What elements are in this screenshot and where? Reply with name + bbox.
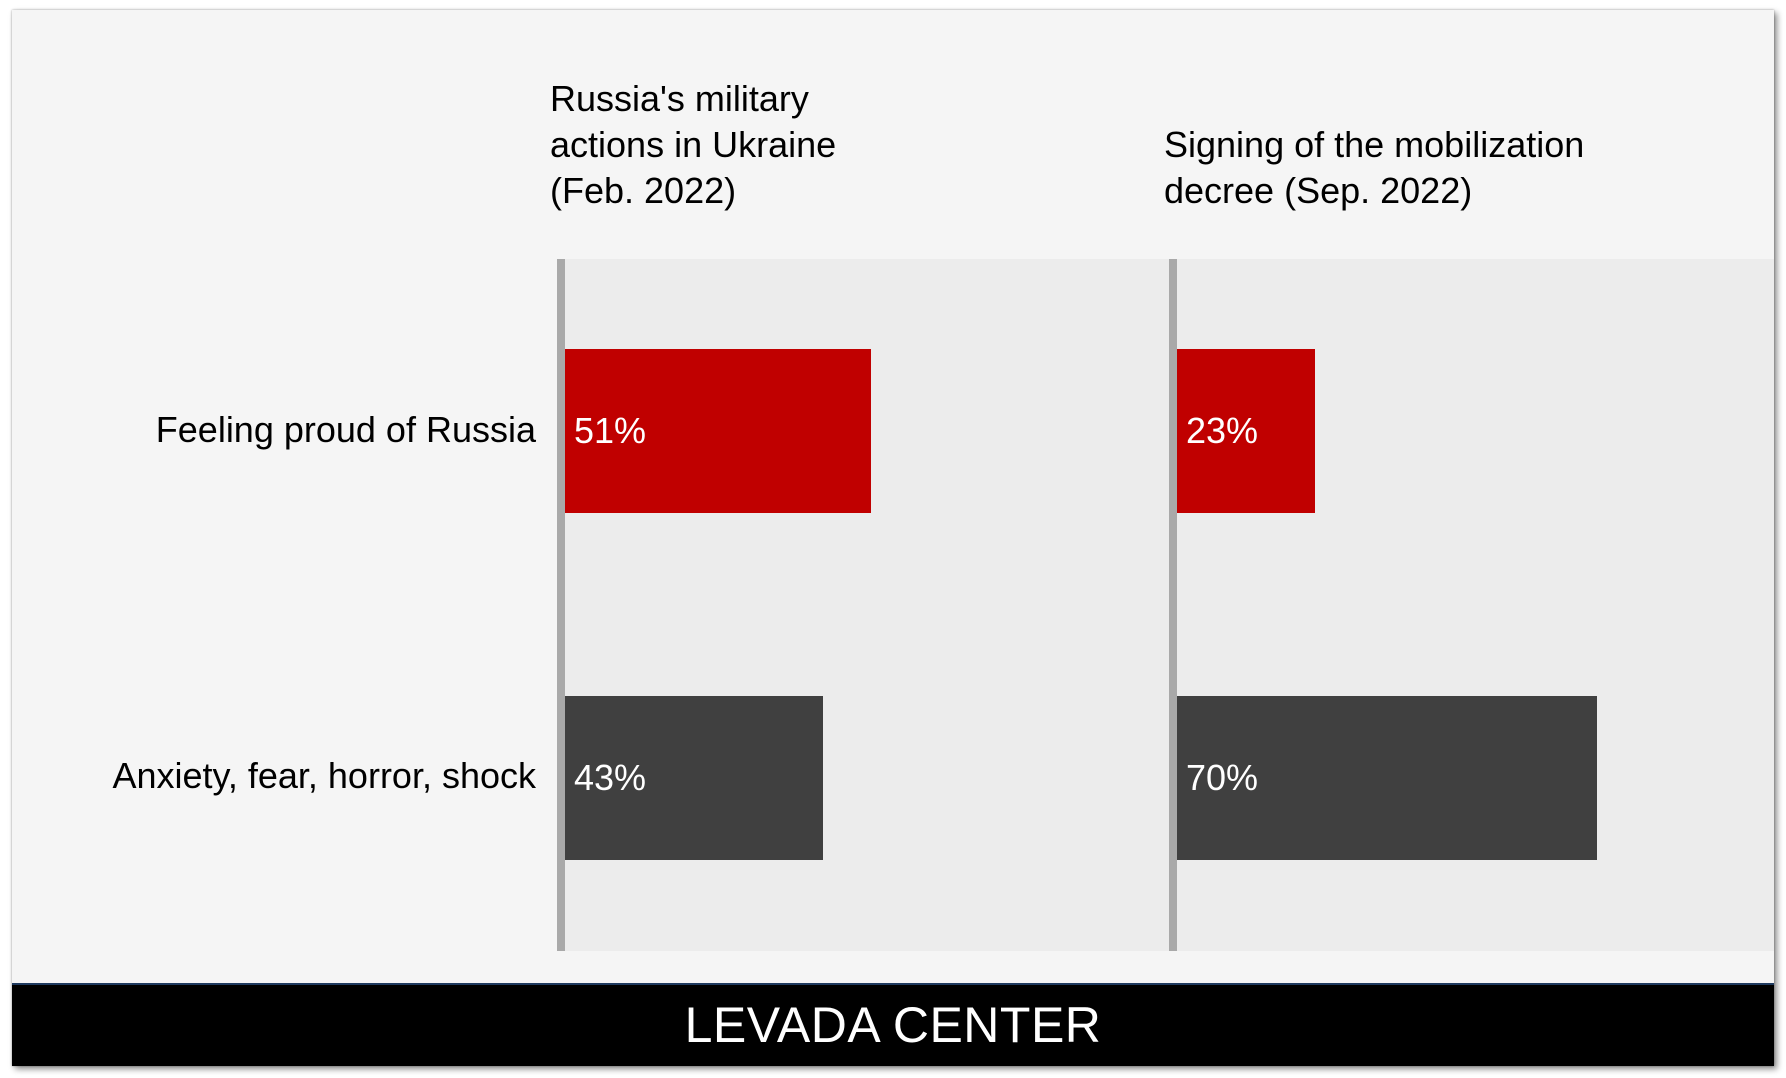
panel-title-feb-2022: Russia's military actions in Ukraine (Fe…	[550, 76, 836, 214]
axis-line-panel-2	[1169, 259, 1177, 951]
footer-bar: LEVADA CENTER	[12, 983, 1774, 1066]
data-label-feb-anxiety: 43%	[574, 757, 647, 798]
panel-title-line: actions in Ukraine	[550, 124, 837, 165]
panel-title-sep-2022: Signing of the mobilization decree (Sep.…	[1164, 122, 1584, 214]
category-label-anxiety: Anxiety, fear, horror, shock	[112, 755, 536, 796]
chart-card: Russia's military actions in Ukraine (Fe…	[12, 10, 1774, 1066]
bar-sep-anxiety	[1177, 696, 1597, 860]
panel-title-line: Signing of the mobilization	[1164, 124, 1585, 165]
panel-title-line: Russia's military	[550, 78, 809, 119]
bar-sep-proud	[1177, 349, 1315, 513]
axis-line-panel-1	[557, 259, 565, 951]
panel-title-line: decree (Sep. 2022)	[1164, 170, 1473, 211]
category-label-proud: Feeling proud of Russia	[155, 409, 536, 450]
data-label-feb-proud: 51%	[574, 410, 647, 451]
bar-feb-anxiety	[565, 696, 823, 860]
data-label-sep-proud: 23%	[1186, 410, 1259, 451]
brand-logo-text: LEVADA CENTER	[684, 997, 1102, 1053]
data-label-sep-anxiety: 70%	[1186, 757, 1259, 798]
bar-feb-proud	[565, 349, 871, 513]
panel-title-line: (Feb. 2022)	[550, 170, 737, 211]
